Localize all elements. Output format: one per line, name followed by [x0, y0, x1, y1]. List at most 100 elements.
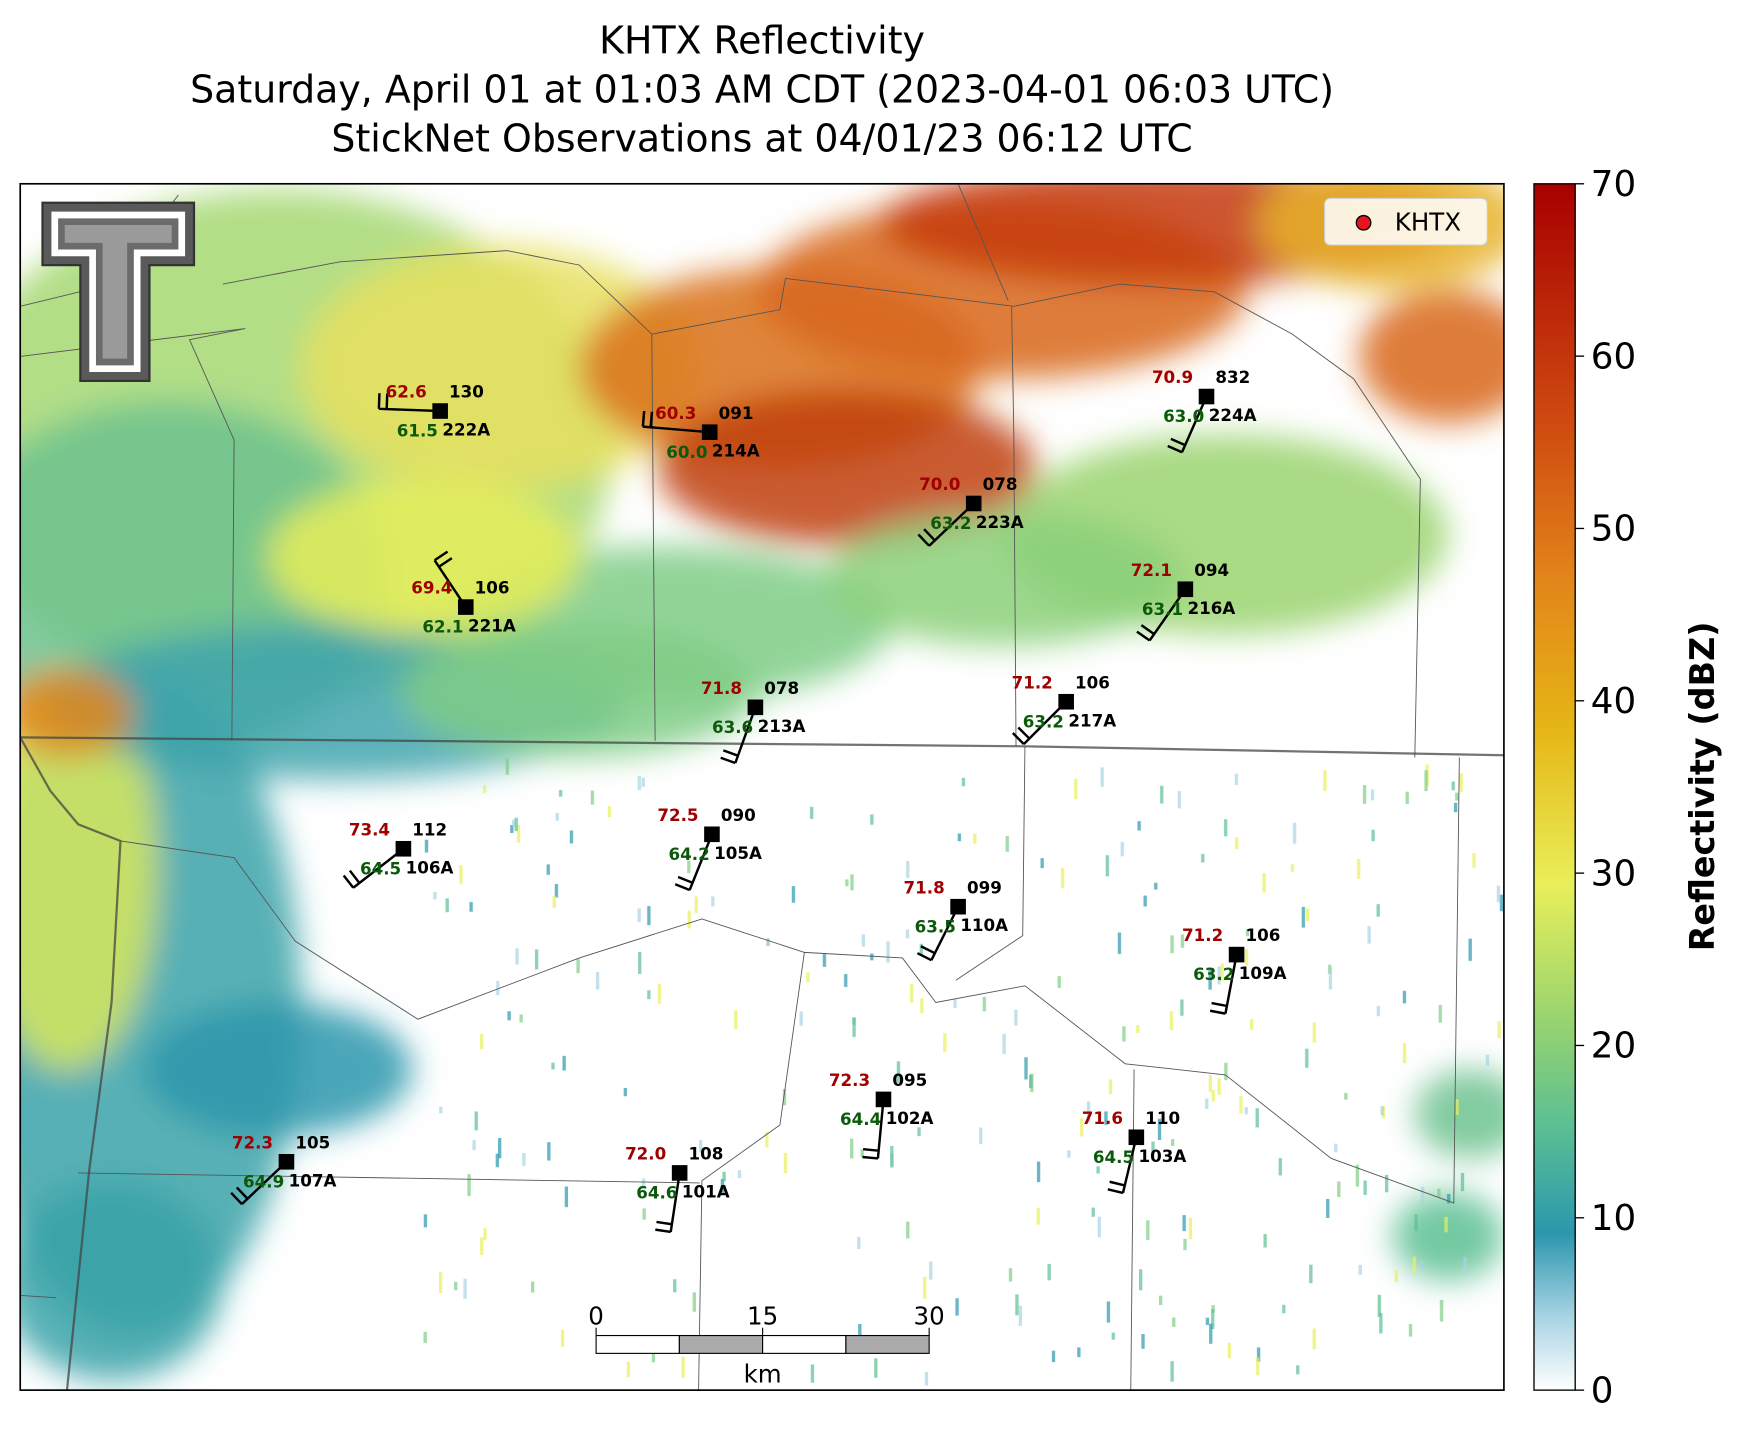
pressure: 078 — [983, 474, 1018, 494]
echo-speck — [1188, 1217, 1193, 1240]
echo-speck — [687, 910, 691, 929]
echo-speck — [546, 864, 550, 875]
echo-speck — [687, 860, 691, 874]
echo-speck — [1182, 1215, 1186, 1232]
echo-speck — [1086, 1101, 1091, 1123]
echo-speck — [1160, 785, 1164, 804]
echo-speck — [1255, 1108, 1259, 1128]
pressure: 094 — [1194, 560, 1229, 580]
colorbar-tick-label: 60 — [1591, 336, 1636, 377]
echo-speck — [979, 1127, 983, 1145]
echo-speck — [590, 790, 595, 805]
echo-speck — [547, 1142, 551, 1161]
echo-speck — [1209, 1323, 1213, 1344]
echo-speck — [1154, 882, 1158, 890]
echo-speck — [1439, 1299, 1444, 1322]
pressure: 130 — [449, 382, 484, 402]
echo-speck — [1057, 976, 1061, 988]
temperature: 71.8 — [904, 877, 945, 897]
wind-barb — [720, 706, 757, 765]
echo-speck — [511, 819, 516, 827]
echo-speck — [973, 833, 977, 844]
echo-speck — [1296, 1365, 1300, 1375]
colorbar-tick-label: 20 — [1591, 1026, 1636, 1067]
echo-speck — [1344, 1092, 1348, 1100]
echo-speck — [558, 789, 563, 797]
echo-speck — [1370, 789, 1375, 801]
scale-tick-label: 0 — [588, 1301, 604, 1330]
temperature: 70.9 — [1152, 367, 1193, 387]
echo — [1392, 1191, 1504, 1281]
echo-speck — [641, 777, 645, 787]
station-id: 103A — [1139, 1146, 1187, 1166]
echo-speck — [551, 1062, 555, 1070]
echo-speck — [857, 1236, 861, 1250]
echo-speck — [906, 861, 910, 879]
echo-speck — [1117, 932, 1122, 954]
echo-speck — [982, 996, 987, 1012]
dewpoint: 63.5 — [915, 916, 956, 936]
station: 71.2 106 63.2 109A — [1182, 925, 1287, 1015]
echo-speck — [810, 806, 814, 819]
echo-speck — [1227, 1342, 1232, 1359]
station: 72.3 095 64.4 102A — [829, 1070, 934, 1160]
echo-speck — [957, 833, 962, 842]
echo-speck — [1379, 1312, 1383, 1334]
echo-speck — [534, 949, 539, 970]
scale-unit: km — [744, 1359, 782, 1388]
echo-speck — [822, 954, 827, 967]
echo — [20, 668, 134, 758]
station-marker — [278, 1153, 295, 1170]
echo-speck — [766, 938, 770, 947]
legend: KHTX — [1324, 197, 1488, 246]
legend-marker — [1355, 214, 1372, 231]
echo-speck — [1104, 1111, 1108, 1125]
colorbar-ramp — [1533, 183, 1576, 1391]
echo-speck — [1244, 948, 1249, 966]
pressure: 078 — [764, 678, 799, 698]
echo-speck — [497, 1138, 502, 1159]
station-id: 107A — [289, 1170, 337, 1190]
echo-speck — [917, 1127, 921, 1137]
station: 73.4 112 64.5 106A — [342, 819, 453, 889]
echo-speck — [1051, 1350, 1056, 1363]
echo-speck — [1030, 1073, 1034, 1093]
echo-speck — [1205, 1098, 1209, 1109]
dewpoint: 64.5 — [360, 858, 401, 878]
echo-speck — [734, 1010, 738, 1029]
dewpoint: 63.2 — [1023, 711, 1064, 731]
echo-speck — [637, 776, 641, 791]
echo-speck — [423, 1214, 428, 1228]
station-marker — [1177, 581, 1194, 598]
echo — [20, 1180, 223, 1382]
echo-speck — [1394, 1270, 1398, 1283]
echo-speck — [642, 1208, 646, 1220]
echo-speck — [1455, 1099, 1459, 1116]
echo-speck — [1371, 829, 1375, 842]
echo-speck — [1468, 938, 1472, 961]
county-lines — [20, 183, 1460, 1391]
echo-speck — [638, 951, 642, 974]
echo-speck — [923, 1276, 927, 1299]
colorbar-label: Reflectivity (dBZ) — [1683, 622, 1722, 952]
echo-speck — [1170, 935, 1174, 954]
dewpoint: 64.4 — [840, 1109, 881, 1129]
legend-label: KHTX — [1395, 208, 1461, 237]
station-marker — [457, 599, 474, 615]
echo-speck — [626, 1361, 631, 1378]
echo-speck — [1249, 1019, 1254, 1030]
echo-speck — [1262, 873, 1266, 893]
echo — [267, 478, 580, 635]
station-marker — [1228, 946, 1245, 963]
dewpoint: 60.0 — [666, 442, 707, 462]
echo-speck — [1169, 1011, 1174, 1031]
echo-speck — [1408, 1324, 1413, 1337]
temperature: 71.2 — [1182, 925, 1223, 945]
echo-speck — [1002, 1033, 1006, 1055]
scale-segment — [762, 1334, 847, 1354]
echo-speck — [810, 1364, 815, 1383]
wind-barb — [862, 1099, 885, 1160]
echo-speck — [1036, 1207, 1040, 1225]
echo-speck — [438, 1272, 443, 1293]
